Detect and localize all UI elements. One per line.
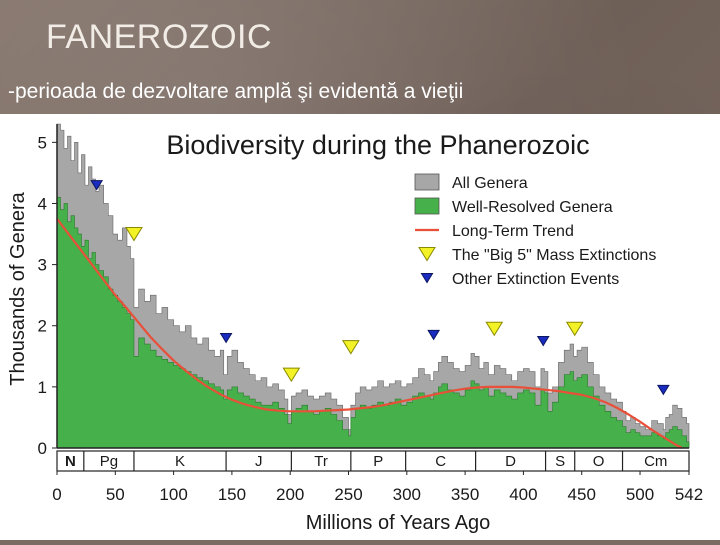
- y-axis-label: Thousands of Genera: [7, 191, 29, 385]
- x-tick-label: 0: [52, 485, 61, 504]
- legend-swatch-well-resolved-genera: [414, 197, 440, 215]
- period-label-k: K: [175, 453, 185, 470]
- chart-title: Biodiversity during the Phanerozoic: [166, 130, 589, 160]
- legend-label-all-genera: All Genera: [452, 175, 528, 192]
- period-label-tr: Tr: [314, 453, 328, 470]
- period-label-pg: Pg: [100, 453, 118, 470]
- period-label-c: C: [435, 453, 446, 470]
- other-extinction-marker: [90, 180, 104, 191]
- legend-label-well-resolved-genera: Well-Resolved Genera: [452, 199, 613, 216]
- series-long-term-trend-line: [56, 218, 683, 449]
- x-tick-label: 300: [393, 485, 421, 504]
- x-tick-label: 500: [626, 485, 654, 504]
- x-tick-label: 100: [159, 485, 187, 504]
- geologic-period-band: [56, 450, 690, 472]
- y-tick-label: 0: [38, 439, 47, 458]
- other-extinction-marker: [656, 384, 670, 396]
- period-label-s: S: [555, 453, 565, 470]
- chart-panel: Biodiversity during the Phanerozoic Thou…: [0, 114, 720, 540]
- legend-swatch-other-extinction: [420, 273, 434, 284]
- x-tick-label: 150: [218, 485, 246, 504]
- x-tick-label: 450: [568, 485, 596, 504]
- period-label-o: O: [593, 453, 605, 470]
- big-5-extinction-marker: [485, 321, 504, 337]
- period-label-j: J: [255, 453, 263, 470]
- y-tick-label: 2: [38, 317, 47, 336]
- x-tick-label: 50: [106, 485, 125, 504]
- y-tick-label: 1: [38, 378, 47, 397]
- period-label-d: D: [505, 453, 516, 470]
- legend-swatch-all-genera: [414, 173, 440, 191]
- slide-title: FANEROZOIC: [46, 18, 273, 56]
- big-5-extinction-marker: [282, 367, 301, 383]
- slide-subtitle: -perioada de dezvoltare amplă şi evident…: [8, 80, 464, 103]
- x-tick-label: 542: [675, 485, 703, 504]
- x-tick-label: 250: [334, 485, 362, 504]
- y-tick-label: 5: [38, 133, 47, 152]
- x-tick-label: 200: [276, 485, 304, 504]
- legend-label-long-term-trend: Long-Term Trend: [452, 223, 574, 240]
- period-label-p: P: [373, 453, 383, 470]
- other-extinction-marker: [219, 332, 233, 344]
- x-tick-label: 400: [509, 485, 537, 504]
- legend-swatch-big-5: [418, 247, 436, 262]
- series-all-genera-area: [56, 123, 690, 449]
- big-5-extinction-marker: [565, 321, 584, 337]
- x-tick-label: 350: [451, 485, 479, 504]
- y-tick-label: 3: [38, 256, 47, 275]
- big-5-extinction-marker: [341, 340, 360, 355]
- period-label-n: N: [65, 453, 76, 470]
- biodiversity-chart: Biodiversity during the Phanerozoic Thou…: [7, 123, 703, 534]
- other-extinction-marker: [427, 329, 441, 341]
- big-5-extinction-marker: [125, 227, 143, 242]
- period-label-cm: Cm: [644, 453, 667, 470]
- y-tick-label: 4: [38, 194, 47, 213]
- x-axis-label: Millions of Years Ago: [306, 512, 491, 534]
- other-extinction-marker: [536, 336, 550, 347]
- legend-label-other-extinction-events: Other Extinction Events: [452, 271, 619, 288]
- legend-label-the-big-5-mass-extinctions: The "Big 5" Mass Extinctions: [452, 247, 656, 264]
